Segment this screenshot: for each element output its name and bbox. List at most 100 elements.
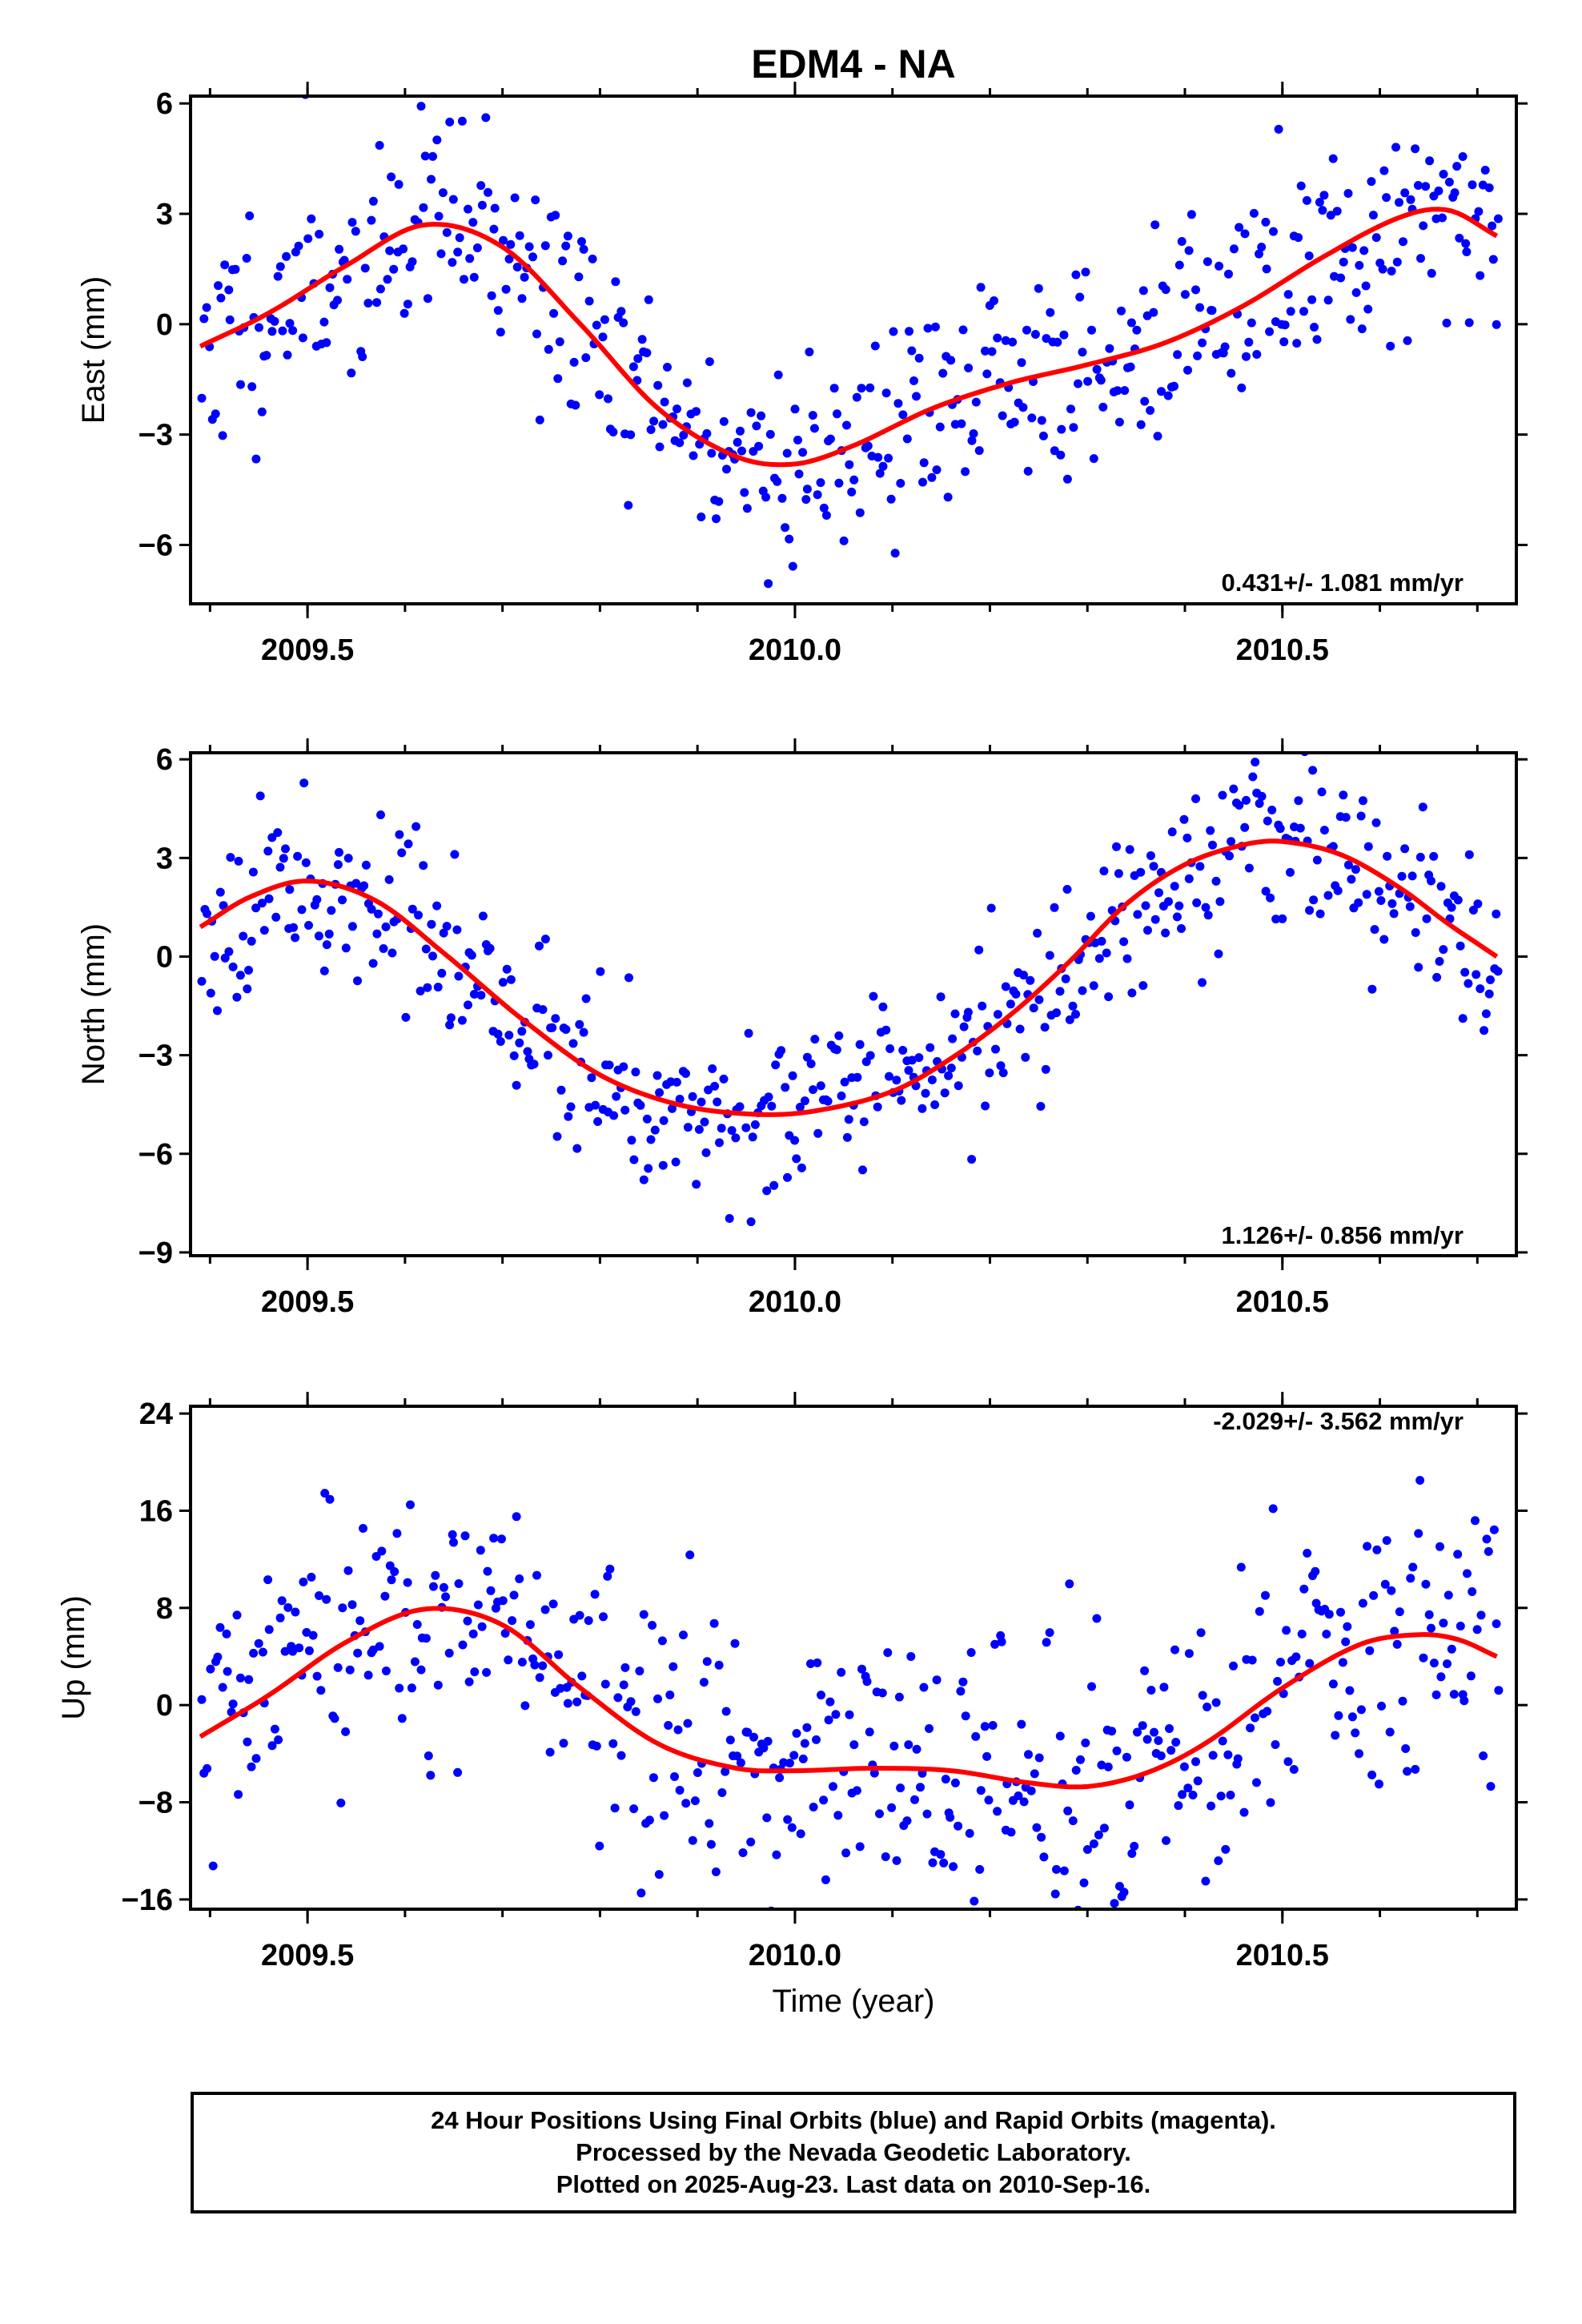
north-data-point <box>428 951 437 961</box>
up-data-point <box>1401 1744 1411 1753</box>
east-data-point <box>790 404 800 414</box>
north-data-point <box>1339 790 1348 800</box>
up-data-point <box>234 1790 243 1799</box>
east-data-point <box>558 256 568 266</box>
up-data-point <box>275 1613 285 1622</box>
north-data-point <box>639 1175 648 1184</box>
up-data-point <box>869 1768 879 1778</box>
east-data-point <box>611 277 620 287</box>
east-data-point <box>581 353 591 363</box>
up-data-point <box>1063 1806 1073 1815</box>
east-data-point <box>890 549 900 558</box>
up-data-point <box>821 1875 830 1884</box>
north-data-point <box>675 1095 685 1104</box>
north-data-point <box>869 991 878 1001</box>
east-data-point <box>1023 466 1033 476</box>
east-data-point <box>1419 221 1428 231</box>
north-data-point <box>273 828 283 838</box>
east-data-point <box>512 263 522 271</box>
east-data-point <box>400 308 409 318</box>
north-data-point <box>540 935 550 944</box>
north-data-point <box>904 1066 913 1076</box>
north-data-point <box>372 929 382 939</box>
north-ytick-label: 6 <box>156 743 173 777</box>
north-ylabel: North (mm) <box>76 923 111 1085</box>
north-data-point <box>322 940 331 950</box>
up-data-point <box>829 1782 837 1791</box>
north-data-point <box>1486 975 1495 984</box>
up-data-point <box>375 1642 384 1651</box>
up-data-point <box>620 1663 630 1672</box>
north-data-point <box>991 1044 1000 1054</box>
east-data-point <box>697 513 706 521</box>
up-data-point <box>575 1610 584 1620</box>
north-ytick-label: −3 <box>139 1039 173 1073</box>
east-data-point <box>1411 144 1420 154</box>
up-data-point <box>1221 1844 1231 1854</box>
east-data-point <box>489 224 499 234</box>
up-data-point <box>721 1707 731 1716</box>
east-data-point <box>902 434 912 444</box>
east-data-point <box>517 294 527 304</box>
east-data-point <box>1066 404 1075 414</box>
up-data-point <box>1351 1728 1360 1738</box>
north-data-point <box>224 947 234 956</box>
up-data-point <box>1268 1504 1278 1514</box>
north-data-point <box>683 1123 693 1132</box>
east-data-point <box>1292 339 1302 348</box>
east-data-point <box>1392 257 1402 267</box>
north-data-point <box>535 941 544 951</box>
north-data-point <box>1376 896 1386 905</box>
east-data-point <box>588 254 597 263</box>
north-data-point <box>777 1046 786 1055</box>
north-data-point <box>515 1038 524 1047</box>
north-data-point <box>1021 1052 1030 1062</box>
north-data-point <box>881 1025 891 1035</box>
north-data-point <box>1102 948 1111 958</box>
east-data-point <box>764 579 773 589</box>
north-data-point <box>1305 906 1315 915</box>
north-data-point <box>963 1007 973 1017</box>
east-data-point <box>870 341 880 351</box>
up-data-point <box>1092 1614 1102 1623</box>
up-data-point <box>1324 1610 1334 1619</box>
up-data-point <box>392 1529 402 1538</box>
east-data-point <box>1149 308 1158 317</box>
north-data-point <box>367 904 376 914</box>
east-data-point <box>427 175 436 184</box>
north-data-point <box>301 858 311 867</box>
up-data-point <box>1014 1791 1023 1800</box>
north-data-point <box>213 1006 222 1015</box>
up-data-point <box>299 1577 308 1586</box>
east-data-point <box>358 352 367 361</box>
up-data-point <box>489 1534 499 1543</box>
up-data-point <box>721 1767 730 1776</box>
north-data-point <box>1405 902 1415 911</box>
up-data-point <box>315 1591 323 1600</box>
north-data-point <box>1191 794 1200 803</box>
east-data-point <box>294 241 303 251</box>
up-data-point <box>1179 1762 1189 1771</box>
east-data-point <box>383 275 392 284</box>
up-data-point <box>1094 1830 1103 1839</box>
up-data-point <box>1042 1638 1051 1647</box>
east-data-point <box>842 420 851 430</box>
north-data-point <box>244 966 253 975</box>
east-data-point <box>531 195 540 205</box>
up-data-point <box>444 1648 454 1658</box>
up-data-point <box>1380 1579 1390 1589</box>
north-data-point <box>604 1060 614 1070</box>
north-data-point <box>1026 975 1035 985</box>
up-data-point <box>1347 1712 1357 1722</box>
north-data-point <box>692 1180 701 1189</box>
east-data-point <box>275 262 285 271</box>
panel-north: −9 −6 −3 0 3 6 2009.5 2010.0 2010.5 North (mm) 1… <box>76 738 1528 1319</box>
up-data-point <box>464 1677 474 1687</box>
north-data-point <box>281 844 290 854</box>
east-data-point <box>432 135 442 145</box>
east-data-point <box>303 234 313 243</box>
east-data-point <box>1240 229 1250 239</box>
north-data-point <box>275 862 285 872</box>
up-data-point <box>590 1590 600 1599</box>
east-data-point <box>257 407 267 416</box>
